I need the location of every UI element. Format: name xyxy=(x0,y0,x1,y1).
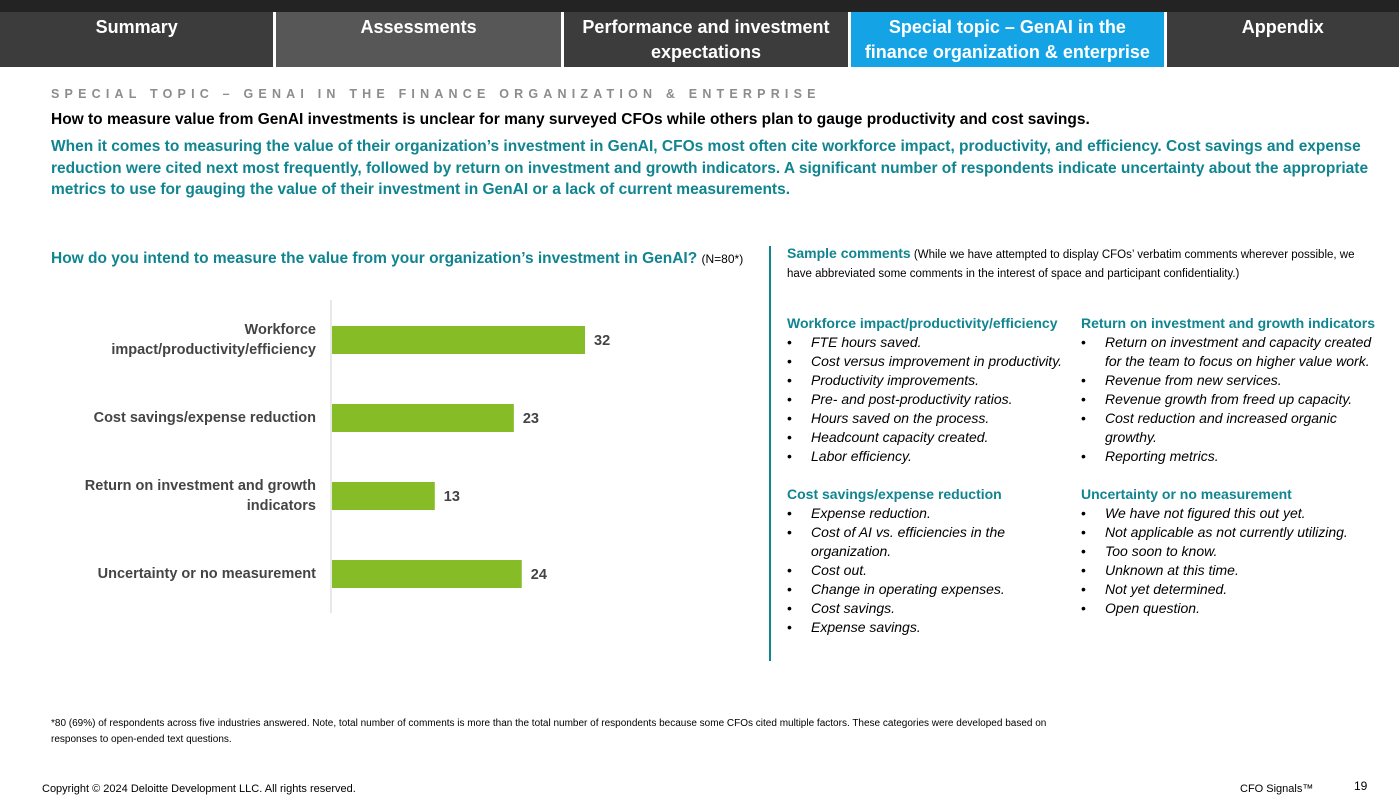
comment-item: Too soon to know. xyxy=(1081,542,1381,561)
chart-title: How do you intend to measure the value f… xyxy=(51,250,743,268)
comment-item: Pre- and post-productivity ratios. xyxy=(787,390,1077,409)
section-kicker: SPECIAL TOPIC – GENAI IN THE FINANCE ORG… xyxy=(51,87,821,101)
comment-item: Cost of AI vs. efficiencies in the organ… xyxy=(787,523,1077,561)
comment-item: Hours saved on the process. xyxy=(787,409,1077,428)
tab-assessments[interactable]: Assessments xyxy=(276,12,561,67)
category-label: Return on investment and growth indicato… xyxy=(84,478,316,514)
lead-paragraph: When it comes to measuring the value of … xyxy=(51,138,1369,198)
question-text: How do you intend to measure the value f… xyxy=(51,250,698,267)
sample-comments-title: Sample comments xyxy=(787,245,911,261)
comment-item: Unknown at this time. xyxy=(1081,561,1381,580)
comment-item: Expense reduction. xyxy=(787,504,1077,523)
page-number: 19 xyxy=(1354,779,1368,793)
tab-special-topic[interactable]: Special topic – GenAI in the finance org… xyxy=(851,12,1164,67)
comment-list: FTE hours saved.Cost versus improvement … xyxy=(787,333,1077,466)
comment-group-heading: Return on investment and growth indicato… xyxy=(1081,315,1376,331)
comment-item: Cost savings. xyxy=(787,599,1077,618)
comment-item: Revenue growth from freed up capacity. xyxy=(1081,390,1381,409)
bar xyxy=(332,404,514,432)
comment-item: Headcount capacity created. xyxy=(787,428,1077,447)
bar xyxy=(332,482,435,510)
comment-group-heading: Cost savings/expense reduction xyxy=(787,486,1002,502)
comment-item: Cost out. xyxy=(787,561,1077,580)
tab-appendix[interactable]: Appendix xyxy=(1166,12,1399,67)
comment-item: Return on investment and capacity create… xyxy=(1081,333,1381,371)
tab-summary[interactable]: Summary xyxy=(0,12,274,67)
comments-left-column: Workforce impact/productivity/efficiency… xyxy=(787,314,1077,656)
comment-group-heading: Workforce impact/productivity/efficiency xyxy=(787,315,1058,331)
comment-item: We have not figured this out yet. xyxy=(1081,504,1381,523)
sample-comments-note: (While we have attempted to display CFOs… xyxy=(787,249,1355,280)
comment-item: Reporting metrics. xyxy=(1081,447,1381,466)
comment-item: Open question. xyxy=(1081,599,1381,618)
comment-item: Labor efficiency. xyxy=(787,447,1077,466)
footnote: *80 (69%) of respondents across five ind… xyxy=(51,718,1047,745)
bar-value-label: 24 xyxy=(531,567,547,583)
comment-item: Revenue from new services. xyxy=(1081,371,1381,390)
comment-list: Expense reduction.Cost of AI vs. efficie… xyxy=(787,504,1077,637)
tab-performance[interactable]: Performance and investment expectations xyxy=(563,12,849,67)
category-label: Workforce impact/productivity/efficiency xyxy=(111,322,316,358)
category-label: Cost savings/expense reduction xyxy=(93,410,316,426)
comment-item: Productivity improvements. xyxy=(787,371,1077,390)
comment-item: Cost reduction and increased organic gro… xyxy=(1081,409,1381,447)
comment-item: Not yet determined. xyxy=(1081,580,1381,599)
brand-label: CFO Signals™ xyxy=(1240,783,1314,795)
comment-group-heading: Uncertainty or no measurement xyxy=(1081,486,1292,502)
headline: How to measure value from GenAI investme… xyxy=(51,111,1090,128)
comment-item: Change in operating expenses. xyxy=(787,580,1077,599)
top-strip xyxy=(0,0,1399,12)
comment-list: We have not figured this out yet.Not app… xyxy=(1081,504,1381,618)
column-divider xyxy=(769,246,771,661)
comment-item: Cost versus improvement in productivity. xyxy=(787,352,1077,371)
comment-item: Not applicable as not currently utilizin… xyxy=(1081,523,1381,542)
copyright: Copyright © 2024 Deloitte Development LL… xyxy=(42,783,356,795)
comments-right-column: Return on investment and growth indicato… xyxy=(1081,314,1381,637)
section-nav: Summary Assessments Performance and inve… xyxy=(0,12,1399,67)
comment-list: Return on investment and capacity create… xyxy=(1081,333,1381,466)
bar xyxy=(332,326,585,354)
comment-item: Expense savings. xyxy=(787,618,1077,637)
bar-chart: 32 23 13 24 xyxy=(330,300,610,613)
category-label: Uncertainty or no measurement xyxy=(97,566,316,582)
sample-comments-intro: Sample comments (While we have attempted… xyxy=(787,244,1377,284)
bar-value-label: 32 xyxy=(594,333,610,349)
bar-value-label: 23 xyxy=(523,411,539,427)
bar-value-label: 13 xyxy=(444,489,460,505)
sample-size: (N=80*) xyxy=(701,252,744,266)
comment-item: FTE hours saved. xyxy=(787,333,1077,352)
bar xyxy=(332,560,522,588)
